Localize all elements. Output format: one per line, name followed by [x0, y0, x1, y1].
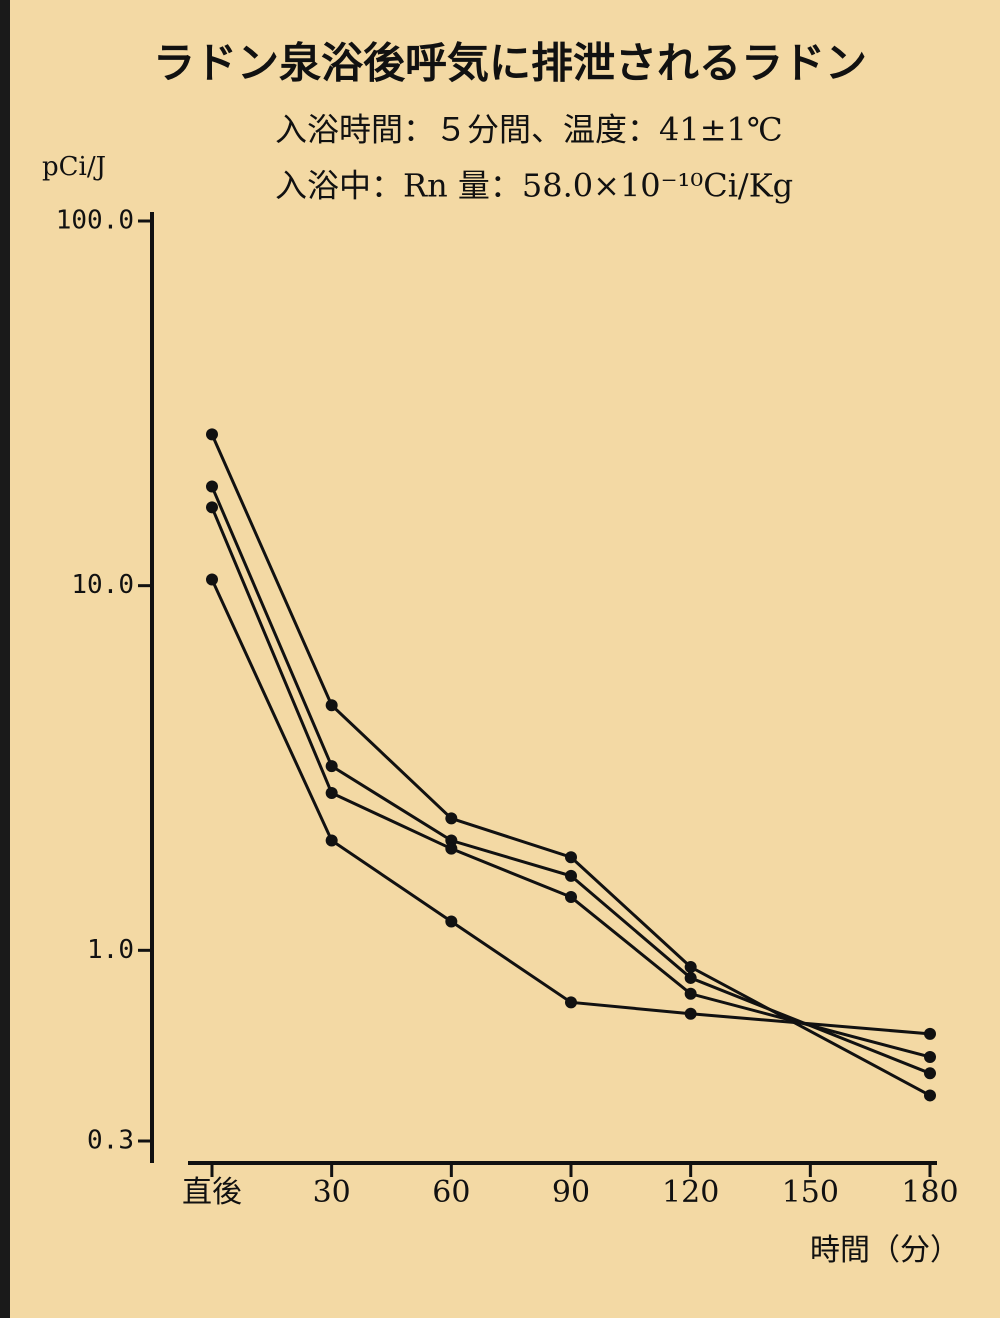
x-tick-label: 直後: [182, 1175, 242, 1210]
x-axis-label: 時間（分）: [810, 1233, 960, 1268]
left-edge: [0, 0, 10, 1318]
x-tick-label: 90: [552, 1175, 590, 1210]
y-tick-label: 1.0: [87, 935, 134, 965]
data-point: [924, 1067, 936, 1080]
x-tick-label: 120: [662, 1175, 719, 1210]
y-tick-label: 10.0: [71, 570, 134, 600]
series-line: [210, 506, 931, 1059]
data-point: [684, 1007, 697, 1020]
data-point: [206, 480, 218, 493]
y-tick-label: 0.3: [87, 1126, 134, 1156]
data-point: [445, 842, 458, 855]
data-point: [684, 961, 697, 974]
data-point: [924, 1089, 936, 1102]
subtitle: 入浴中：Rn 量：58.0×10⁻¹⁰Ci/Kg: [275, 167, 793, 205]
x-tick-label: 60: [432, 1175, 470, 1210]
data-point: [565, 891, 577, 904]
data-point: [325, 787, 338, 800]
data-point: [206, 501, 218, 514]
data-point: [924, 1050, 936, 1063]
x-tick-label: 30: [313, 1175, 351, 1210]
y-axis-label: pCi/J: [42, 152, 106, 182]
data-point: [206, 573, 218, 586]
chart-title: ラドン泉浴後呼気に排泄されるラドン: [153, 39, 867, 88]
data-point: [445, 812, 458, 825]
x-tick-label: 180: [901, 1175, 958, 1210]
data-point: [325, 834, 338, 847]
series-line: [210, 485, 931, 1075]
data-point: [325, 760, 338, 773]
data-point: [445, 915, 458, 928]
data-point: [565, 869, 577, 882]
data-point: [565, 851, 577, 864]
data-point: [684, 987, 697, 1000]
x-tick-label: 150: [782, 1175, 839, 1210]
data-point: [325, 699, 338, 712]
data-point: [206, 428, 218, 441]
subtitle: 入浴時間：５分間、温度：41±1℃: [275, 111, 783, 149]
data-point: [924, 1027, 936, 1040]
series-line: [210, 433, 931, 1097]
data-point: [684, 971, 697, 984]
y-tick-label: 100.0: [56, 206, 134, 236]
series-line: [210, 578, 931, 1036]
data-point: [565, 996, 577, 1009]
